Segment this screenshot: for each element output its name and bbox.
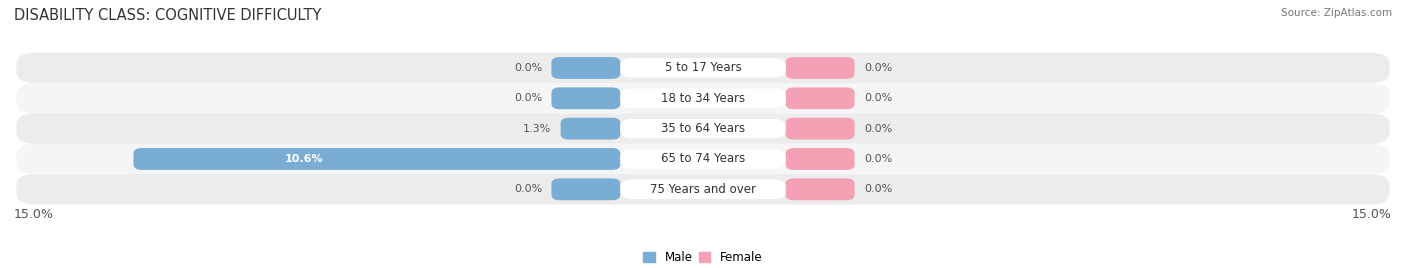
FancyBboxPatch shape: [620, 180, 786, 199]
FancyBboxPatch shape: [17, 53, 1389, 83]
Text: 15.0%: 15.0%: [1353, 208, 1392, 221]
Text: 0.0%: 0.0%: [515, 93, 543, 103]
FancyBboxPatch shape: [134, 148, 620, 170]
FancyBboxPatch shape: [551, 178, 620, 200]
Text: DISABILITY CLASS: COGNITIVE DIFFICULTY: DISABILITY CLASS: COGNITIVE DIFFICULTY: [14, 8, 322, 23]
Text: 0.0%: 0.0%: [863, 124, 891, 134]
Text: 0.0%: 0.0%: [863, 184, 891, 194]
Text: Source: ZipAtlas.com: Source: ZipAtlas.com: [1281, 8, 1392, 18]
Text: 5 to 17 Years: 5 to 17 Years: [665, 61, 741, 75]
Text: 75 Years and over: 75 Years and over: [650, 183, 756, 196]
FancyBboxPatch shape: [786, 148, 855, 170]
FancyBboxPatch shape: [561, 118, 620, 140]
FancyBboxPatch shape: [17, 83, 1389, 113]
Text: 0.0%: 0.0%: [863, 93, 891, 103]
Text: 0.0%: 0.0%: [515, 63, 543, 73]
FancyBboxPatch shape: [17, 113, 1389, 144]
Text: 10.6%: 10.6%: [284, 154, 323, 164]
Text: 65 to 74 Years: 65 to 74 Years: [661, 152, 745, 165]
Text: 15.0%: 15.0%: [14, 208, 53, 221]
FancyBboxPatch shape: [620, 149, 786, 169]
FancyBboxPatch shape: [786, 57, 855, 79]
Legend: Male, Female: Male, Female: [644, 251, 762, 264]
FancyBboxPatch shape: [620, 58, 786, 78]
FancyBboxPatch shape: [17, 144, 1389, 174]
Text: 0.0%: 0.0%: [515, 184, 543, 194]
FancyBboxPatch shape: [620, 119, 786, 138]
Text: 18 to 34 Years: 18 to 34 Years: [661, 92, 745, 105]
Text: 0.0%: 0.0%: [863, 63, 891, 73]
FancyBboxPatch shape: [786, 87, 855, 109]
Text: 0.0%: 0.0%: [863, 154, 891, 164]
FancyBboxPatch shape: [551, 57, 620, 79]
Text: 1.3%: 1.3%: [523, 124, 551, 134]
Text: 35 to 64 Years: 35 to 64 Years: [661, 122, 745, 135]
FancyBboxPatch shape: [786, 178, 855, 200]
FancyBboxPatch shape: [620, 89, 786, 108]
FancyBboxPatch shape: [786, 118, 855, 140]
FancyBboxPatch shape: [17, 174, 1389, 204]
FancyBboxPatch shape: [551, 87, 620, 109]
